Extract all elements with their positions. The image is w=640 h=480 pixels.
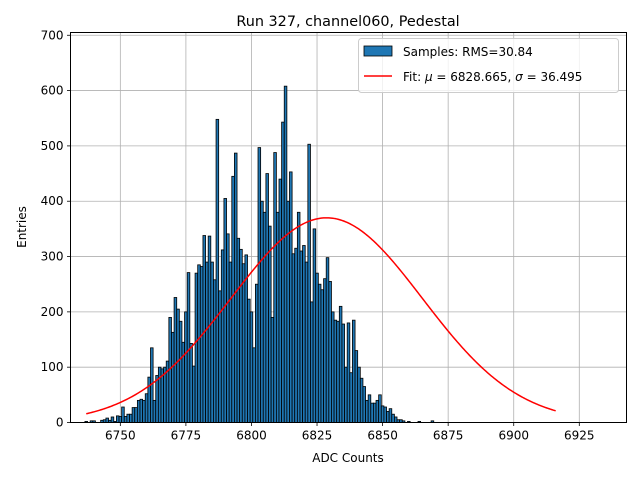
legend-samples-label: Samples: RMS=30.84	[403, 45, 533, 59]
legend-fit-mu-value: = 6828.665,	[433, 70, 516, 84]
y-tick-label: 300	[41, 250, 64, 264]
y-tick-label: 100	[41, 360, 64, 374]
legend: Samples: RMS=30.84 Fit: μ = 6828.665, σ …	[358, 38, 619, 93]
y-tick-label: 500	[41, 139, 64, 153]
x-tick-label: 6750	[105, 429, 136, 443]
x-tick-label: 6900	[498, 429, 529, 443]
y-tick-label: 700	[41, 28, 64, 42]
x-tick-label: 6825	[302, 429, 333, 443]
y-axis-ticks: 0 100 200 300 400 500 600 700	[41, 28, 71, 430]
plot-frame	[70, 32, 627, 423]
y-axis-label: Entries	[15, 206, 29, 248]
chart-title: Run 327, channel060, Pedestal	[236, 14, 459, 30]
x-axis-label: ADC Counts	[312, 451, 384, 465]
x-tick-label: 6850	[367, 429, 398, 443]
legend-fit-sigma-value: = 36.495	[523, 70, 583, 84]
legend-fit-sigma-symbol: σ	[515, 70, 523, 84]
x-tick-label: 6800	[236, 429, 267, 443]
y-tick-label: 0	[56, 416, 64, 430]
legend-fit-label: Fit: μ = 6828.665, σ = 36.495	[403, 70, 582, 84]
y-tick-label: 200	[41, 305, 64, 319]
x-tick-label: 6925	[564, 429, 595, 443]
y-tick-label: 400	[41, 194, 64, 208]
x-tick-label: 6875	[433, 429, 464, 443]
y-tick-label: 600	[41, 84, 64, 98]
legend-fit-mu-symbol: μ	[424, 70, 433, 84]
legend-samples-swatch	[363, 45, 393, 57]
fit-curve-group	[86, 217, 556, 415]
legend-frame	[358, 38, 619, 93]
histogram-bars	[84, 85, 435, 423]
legend-fit-prefix: Fit:	[403, 70, 425, 84]
x-tick-label: 6775	[171, 429, 202, 443]
x-axis-ticks: 6750 6775 6800 6825 6850 6875 6900 6925	[105, 422, 595, 443]
fit-curve	[86, 217, 556, 415]
